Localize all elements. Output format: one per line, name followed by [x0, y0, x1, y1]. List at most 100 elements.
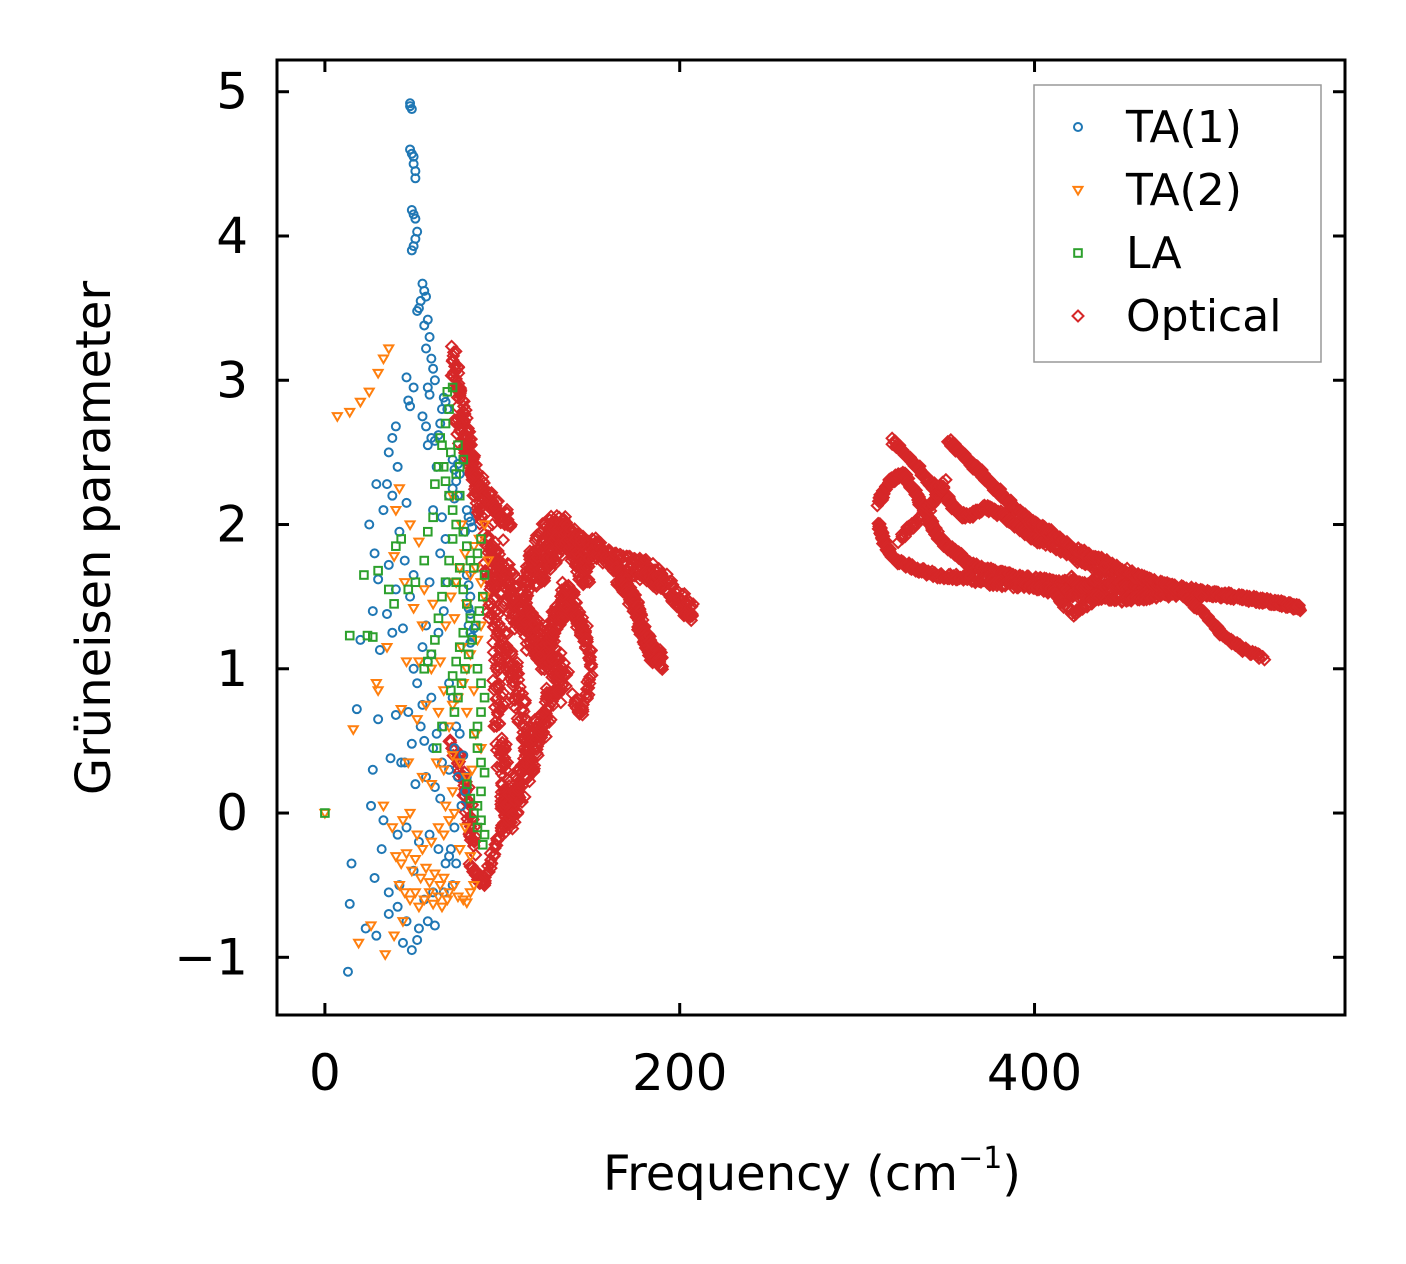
data-point [407, 604, 420, 615]
data-point [433, 844, 444, 855]
data-point [409, 888, 422, 899]
data-point [528, 741, 543, 755]
data-point [331, 412, 344, 423]
legend-item-la: LA [1073, 228, 1182, 279]
data-point [387, 490, 398, 501]
data-point [400, 657, 413, 669]
data-point [435, 418, 446, 429]
data-point [497, 750, 512, 765]
data-point [445, 844, 456, 855]
data-point [412, 306, 423, 317]
data-point [633, 555, 648, 569]
data-point [403, 520, 417, 531]
data-point [514, 711, 529, 726]
data-point [392, 901, 403, 912]
data-point [423, 888, 436, 899]
data-point [446, 447, 456, 458]
data-point [431, 743, 442, 753]
data-point [416, 621, 429, 632]
data-point [488, 714, 503, 729]
plot-marks [318, 98, 1308, 977]
data-point [389, 505, 403, 517]
data-point [378, 505, 389, 516]
data-point [491, 555, 506, 570]
data-point [383, 447, 394, 458]
data-point [519, 636, 534, 651]
data-point [369, 872, 380, 883]
data-point [440, 858, 451, 869]
data-point [526, 763, 541, 778]
data-point [421, 343, 432, 354]
data-point [935, 475, 950, 490]
data-point [373, 565, 383, 576]
data-point [522, 774, 537, 789]
data-point [414, 873, 427, 885]
data-point [403, 895, 417, 907]
data-point [398, 888, 411, 899]
data-point [448, 881, 461, 892]
data-point [447, 365, 462, 380]
data-point [382, 344, 396, 355]
plot-frame [275, 58, 1347, 1017]
x-tick-label: 200 [632, 1044, 727, 1102]
data-point [412, 902, 426, 914]
data-point [509, 581, 524, 596]
legend-marker [1073, 248, 1083, 258]
data-point [462, 779, 472, 789]
data-point [444, 555, 454, 566]
data-point [545, 604, 560, 619]
data-point [573, 530, 588, 545]
data-point [416, 772, 429, 784]
data-point [1069, 602, 1084, 617]
data-point [364, 921, 378, 933]
data-point [653, 659, 668, 674]
data-point [476, 678, 486, 689]
data-point [419, 700, 433, 712]
data-point [432, 823, 445, 834]
data-point [378, 950, 392, 961]
data-point [403, 584, 414, 595]
data-point [555, 660, 570, 675]
data-point [684, 606, 699, 621]
data-point [505, 808, 520, 823]
data-point [403, 395, 414, 406]
data-point [496, 533, 511, 547]
data-point [551, 546, 566, 561]
data-point [1097, 560, 1111, 575]
data-point [401, 822, 412, 833]
data-point [419, 863, 433, 875]
data-point [383, 887, 394, 898]
y-tick-label: 4 [216, 207, 248, 265]
data-point [453, 758, 466, 770]
data-point [367, 606, 378, 617]
data-point [394, 859, 408, 870]
data-point [447, 671, 458, 681]
data-point [400, 849, 413, 860]
data-point [478, 520, 491, 531]
data-point [437, 830, 451, 842]
data-point [381, 608, 392, 619]
data-point [433, 613, 444, 624]
data-point [465, 793, 476, 804]
data-point [446, 700, 459, 712]
data-point [514, 617, 529, 631]
data-point [489, 719, 504, 734]
data-point [465, 765, 479, 777]
data-point [1194, 589, 1209, 604]
data-point [419, 735, 430, 746]
data-point [412, 678, 423, 689]
data-point [489, 737, 504, 751]
data-point [342, 966, 353, 977]
legend-marker [1071, 185, 1085, 197]
y-tick-label: −1 [174, 928, 248, 986]
data-point [469, 808, 479, 818]
data-point [371, 368, 385, 380]
data-point [419, 555, 430, 566]
data-point [467, 456, 482, 471]
data-point [520, 575, 535, 589]
data-point [383, 559, 394, 570]
data-point [401, 372, 412, 383]
data-point [1081, 576, 1096, 591]
data-point [552, 610, 566, 625]
data-point [465, 613, 476, 624]
